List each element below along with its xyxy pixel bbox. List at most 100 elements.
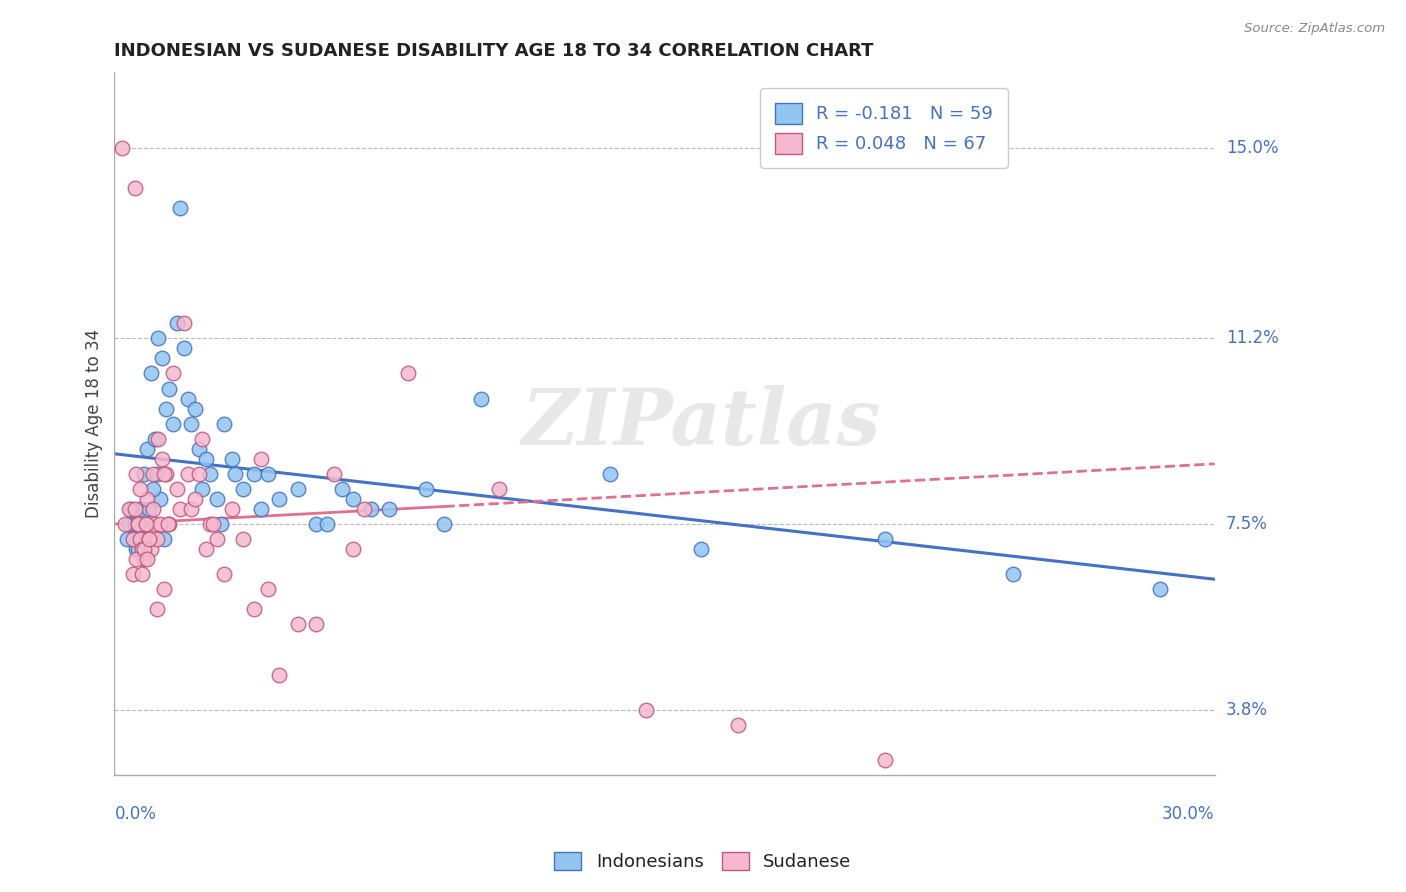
Point <box>138 502 160 516</box>
Point <box>150 451 173 466</box>
Y-axis label: Disability Age 18 to 34: Disability Age 18 to 34 <box>86 329 103 518</box>
Point <box>138 532 160 546</box>
Point <box>169 502 191 516</box>
Text: INDONESIAN VS SUDANESE DISABILITY AGE 18 TO 34 CORRELATION CHART: INDONESIAN VS SUDANESE DISABILITY AGE 18… <box>114 42 875 60</box>
Point <box>136 442 159 456</box>
Point <box>149 491 172 506</box>
Text: 7.5%: 7.5% <box>1226 515 1268 533</box>
Point <box>131 532 153 546</box>
Point <box>132 552 155 566</box>
Point <box>132 542 155 557</box>
Point <box>257 582 280 597</box>
Point <box>198 467 221 481</box>
Point <box>153 582 176 597</box>
Text: 15.0%: 15.0% <box>1226 138 1278 157</box>
Point <box>132 467 155 481</box>
Text: 3.8%: 3.8% <box>1226 701 1268 719</box>
Point <box>232 482 254 496</box>
Point <box>221 451 243 466</box>
Point <box>269 491 291 506</box>
Point <box>287 617 309 632</box>
Point <box>129 482 152 496</box>
Text: 0.0%: 0.0% <box>114 805 156 823</box>
Point <box>139 367 162 381</box>
Point <box>690 542 713 557</box>
Point <box>135 516 157 531</box>
Point <box>177 467 200 481</box>
Point <box>125 467 148 481</box>
Point <box>378 502 401 516</box>
Text: ZIPatlas: ZIPatlas <box>522 385 882 462</box>
Point <box>149 516 172 531</box>
Point <box>184 401 207 416</box>
Point <box>173 342 195 356</box>
Point <box>305 617 328 632</box>
Point <box>162 367 184 381</box>
Point <box>153 467 176 481</box>
Point <box>360 502 382 516</box>
Point <box>342 491 364 506</box>
Point <box>242 467 264 481</box>
Point <box>145 467 167 481</box>
Point <box>131 567 153 582</box>
Point <box>330 482 353 496</box>
Point <box>118 516 141 531</box>
Point <box>173 316 195 330</box>
Point <box>148 432 170 446</box>
Point <box>124 516 146 531</box>
Point <box>433 516 456 531</box>
Point <box>205 491 228 506</box>
Point <box>155 401 177 416</box>
Point <box>195 542 218 557</box>
Point <box>221 502 243 516</box>
Point <box>180 502 202 516</box>
Point <box>316 516 339 531</box>
Point <box>142 482 165 496</box>
Point <box>177 392 200 406</box>
Point <box>127 542 149 557</box>
Point <box>156 516 179 531</box>
Point <box>118 502 141 516</box>
Point <box>873 753 896 767</box>
Point <box>143 432 166 446</box>
Point <box>396 367 419 381</box>
Point <box>127 516 149 531</box>
Point <box>145 532 167 546</box>
Point <box>159 382 181 396</box>
Point <box>415 482 437 496</box>
Text: Source: ZipAtlas.com: Source: ZipAtlas.com <box>1244 22 1385 36</box>
Point <box>111 141 134 155</box>
Point <box>142 467 165 481</box>
Point <box>191 482 214 496</box>
Point <box>148 331 170 345</box>
Point <box>150 351 173 366</box>
Point <box>169 201 191 215</box>
Point <box>129 502 152 516</box>
Point <box>214 417 236 431</box>
Point <box>191 432 214 446</box>
Point <box>135 516 157 531</box>
Point <box>136 491 159 506</box>
Point <box>121 532 143 546</box>
Point <box>187 442 209 456</box>
Point <box>135 516 157 531</box>
Point <box>323 467 346 481</box>
Point <box>599 467 621 481</box>
Point <box>198 516 221 531</box>
Point <box>242 602 264 616</box>
Point <box>305 516 328 531</box>
Point <box>727 717 749 731</box>
Point <box>159 516 181 531</box>
Point <box>162 417 184 431</box>
Point <box>232 532 254 546</box>
Point <box>342 542 364 557</box>
Point <box>470 392 492 406</box>
Point <box>488 482 510 496</box>
Point <box>124 502 146 516</box>
Point <box>636 703 658 717</box>
Point <box>127 516 149 531</box>
Point <box>180 417 202 431</box>
Point <box>166 316 188 330</box>
Point <box>209 516 232 531</box>
Point <box>145 602 167 616</box>
